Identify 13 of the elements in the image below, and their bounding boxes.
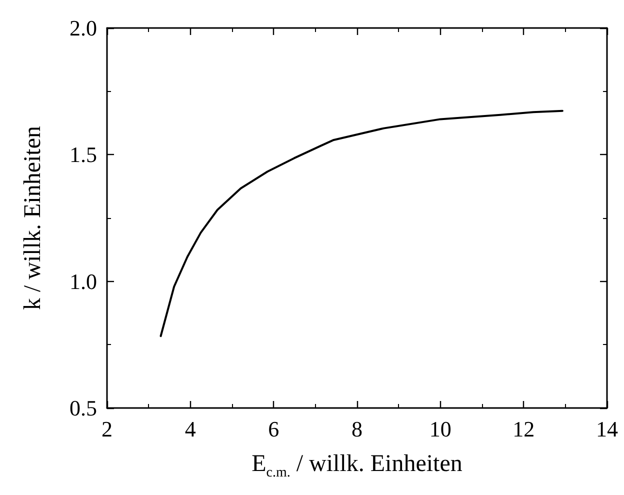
x-tick-label: 8 — [352, 416, 362, 442]
line-series — [160, 110, 564, 338]
x-tick-label: 10 — [429, 416, 452, 442]
y-tick-label: 0.5 — [70, 396, 97, 420]
y-tick-label: 2.0 — [70, 16, 97, 40]
x-tick-label: 12 — [512, 416, 535, 442]
x-tick-label: 6 — [268, 416, 280, 442]
x-tick-label: 14 — [596, 416, 618, 442]
y-tick-label: 1.5 — [70, 142, 97, 168]
y-axis-title: k / willk. Einheiten — [20, 126, 46, 310]
y-tick-label: 1.0 — [70, 268, 97, 294]
x-tick-label: 4 — [184, 416, 196, 442]
x-tick-label: 2 — [102, 416, 112, 442]
